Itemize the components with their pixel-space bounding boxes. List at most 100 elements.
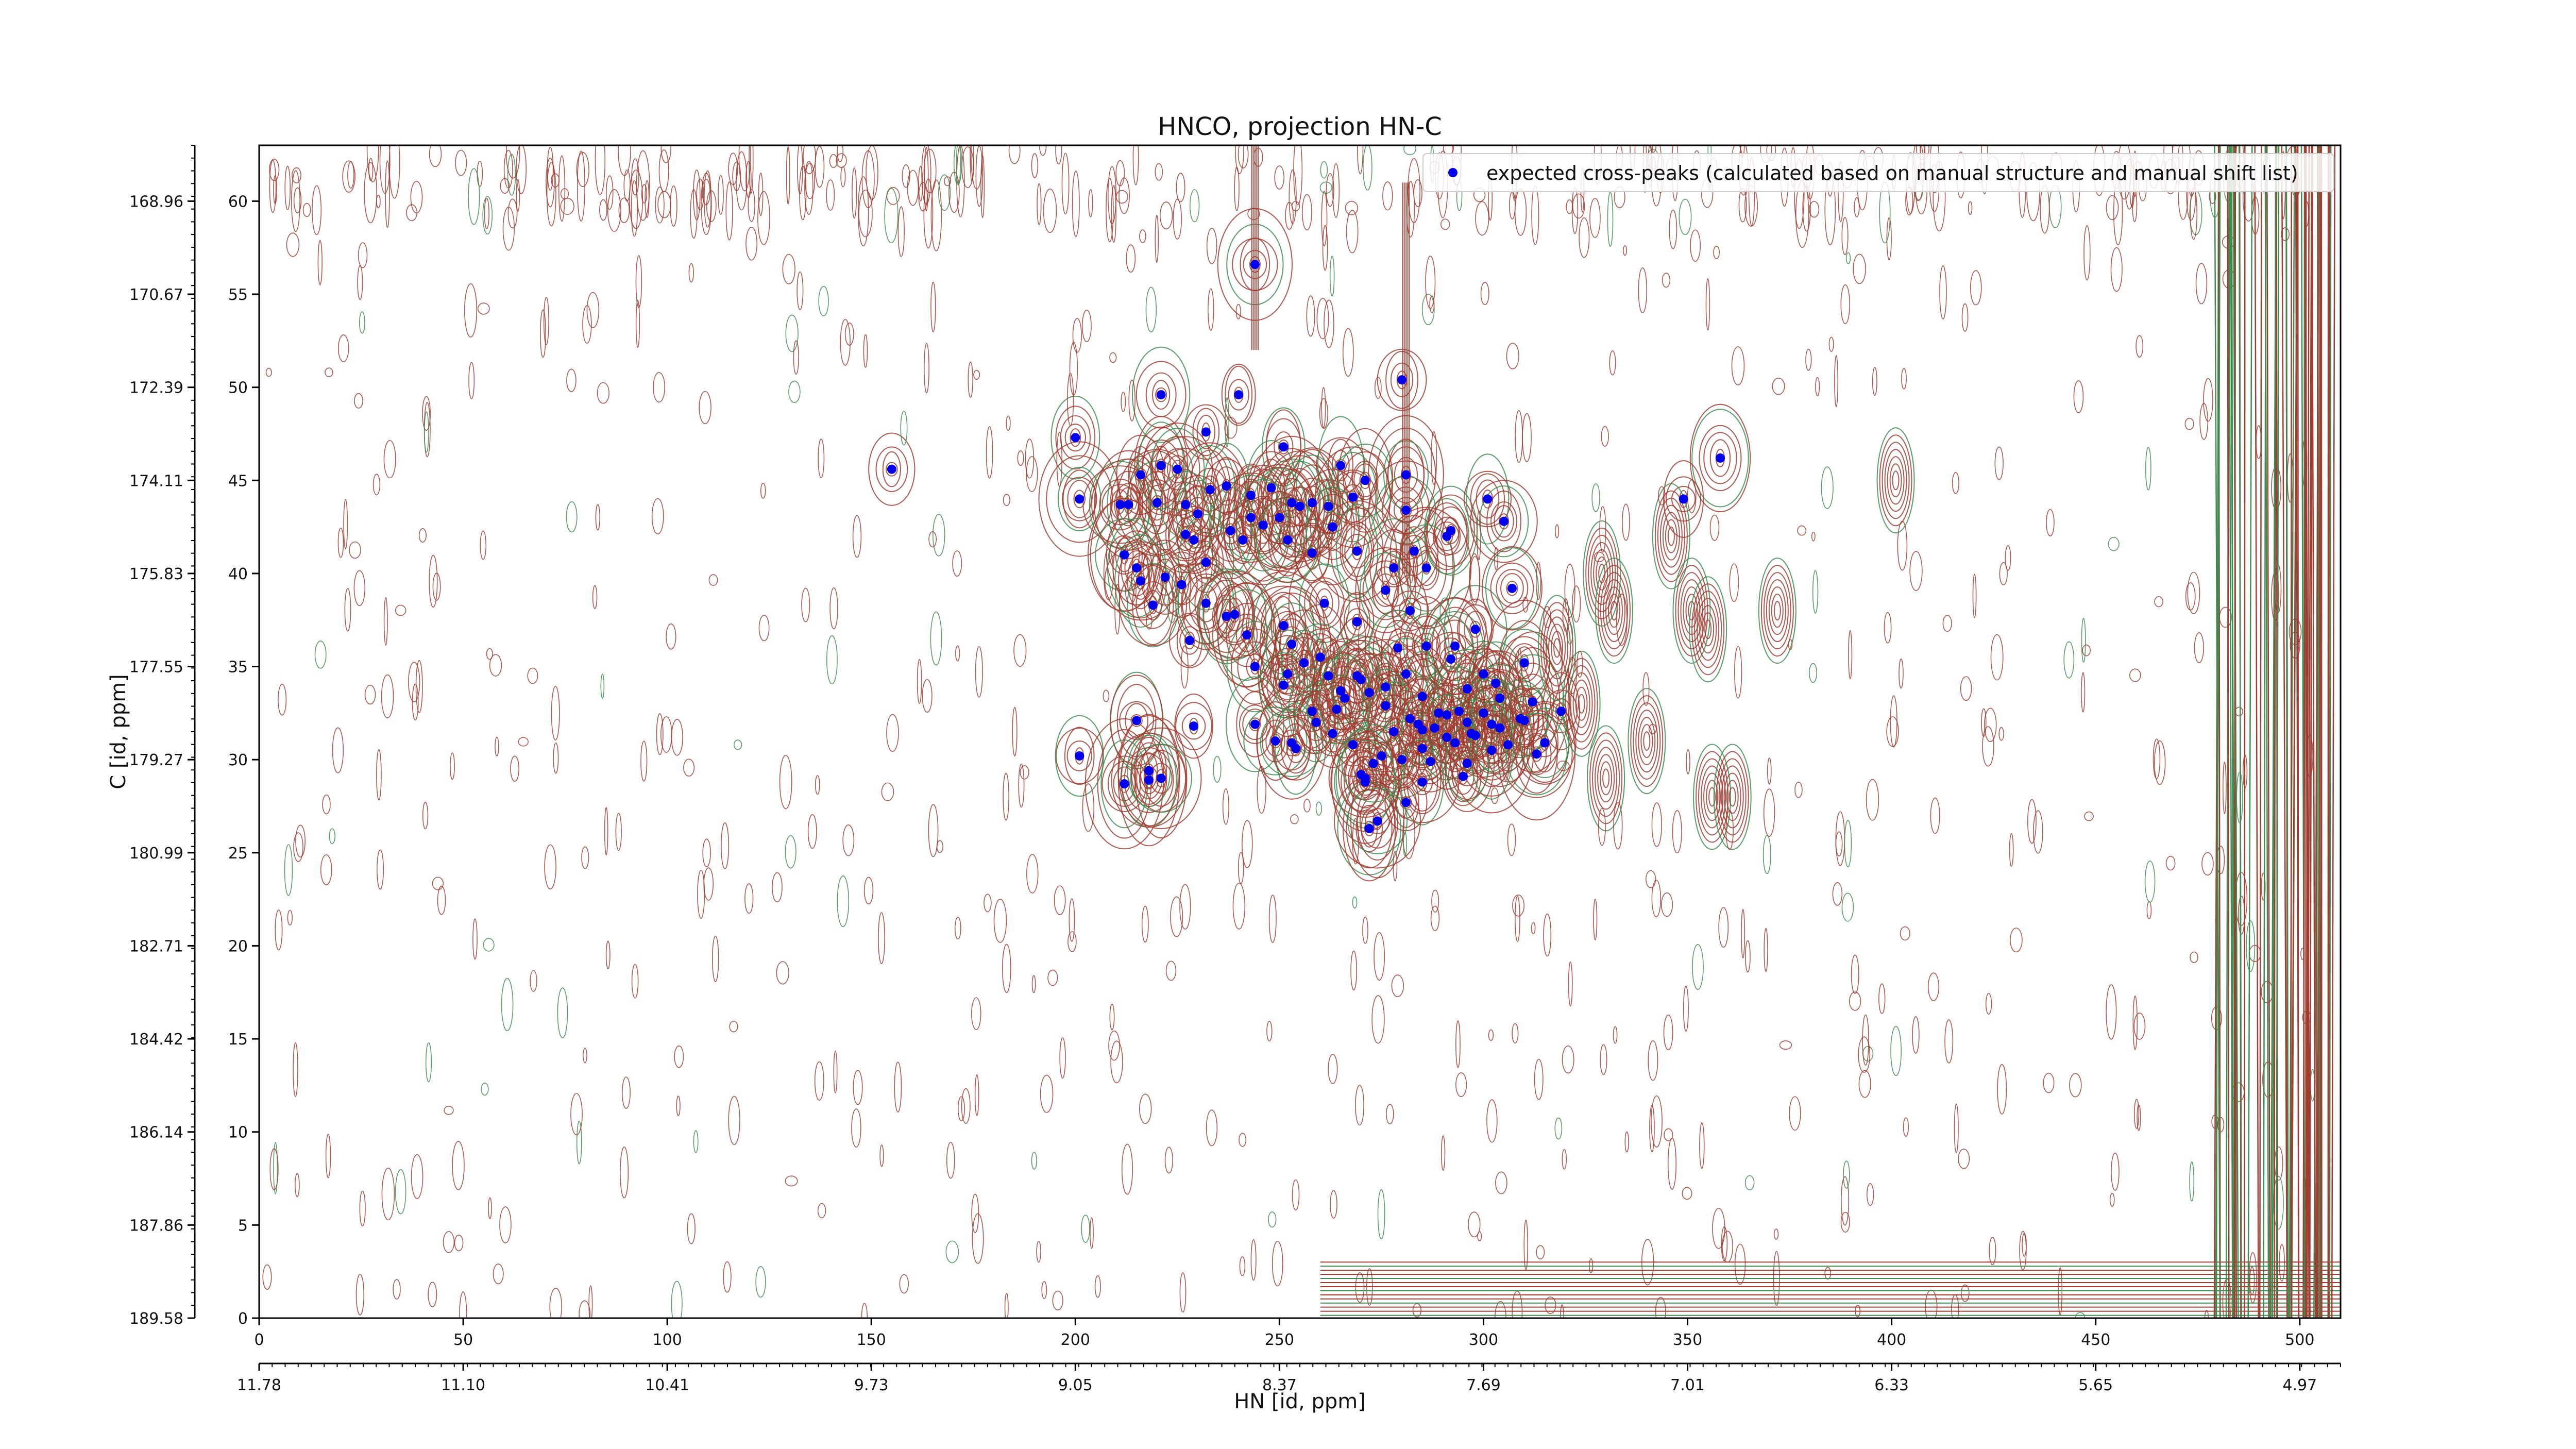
contour-ring <box>547 146 554 191</box>
contour-ring <box>354 393 363 409</box>
contour-ring <box>1236 691 1274 757</box>
contour-ring <box>1359 794 1396 849</box>
contour-ring <box>1555 524 1560 538</box>
contour-ring <box>660 145 671 163</box>
contour-ring <box>1273 606 1295 645</box>
x-tick-label: 0 <box>254 1331 264 1349</box>
contour-ring <box>1597 565 1631 657</box>
expected-peak-point <box>1250 260 1260 269</box>
contour-ring <box>760 482 766 499</box>
contour-ring <box>353 570 366 606</box>
contour-ring <box>1262 458 1321 547</box>
contour-ring <box>429 554 438 608</box>
contour-ring <box>852 167 857 219</box>
contour-ring <box>595 504 601 531</box>
contour-ring <box>1057 466 1101 532</box>
contour-ring <box>2281 227 2290 241</box>
contour-ring <box>1114 584 1121 635</box>
contour-ring <box>785 314 799 352</box>
edge-contour <box>2281 145 2288 1318</box>
y-tick-label: 10 <box>228 1124 248 1142</box>
contour-ring <box>1591 483 1600 512</box>
expected-peak-point <box>1487 746 1497 755</box>
contour-ring <box>1141 905 1149 943</box>
contour-ring <box>745 227 758 261</box>
contour-ring <box>1592 739 1620 817</box>
contour-ring <box>2184 417 2194 430</box>
contour-ring <box>1488 1029 1494 1041</box>
contour-ring <box>657 191 671 218</box>
contour-ring <box>1589 732 1623 824</box>
contour-ring <box>1600 1044 1607 1075</box>
contour-ring <box>1031 975 1036 993</box>
contour-ring <box>284 844 293 896</box>
contour-ring <box>878 912 886 964</box>
contour-ring <box>733 739 742 750</box>
expected-peak-point <box>1377 751 1386 761</box>
contour-ring <box>699 391 711 425</box>
contour-ring <box>1832 882 1843 906</box>
ppm-y-tick-label: 168.96 <box>129 193 183 211</box>
ppm-x-tick-label: 9.73 <box>854 1376 889 1394</box>
contour-ring <box>2187 571 2200 614</box>
expected-peak-point <box>1279 442 1289 452</box>
contour-ring <box>1568 961 1573 1007</box>
expected-peak-point <box>1336 461 1346 470</box>
contour-ring <box>1371 995 1385 1044</box>
contour-ring <box>1316 437 1366 494</box>
contour-ring <box>516 179 520 212</box>
contour-ring <box>1002 943 1011 993</box>
contour-ring <box>428 1282 437 1307</box>
contour-ring <box>971 1193 979 1233</box>
contour-ring <box>749 145 754 194</box>
contour-ring <box>1512 1023 1519 1044</box>
contour-ring <box>1486 1099 1498 1143</box>
contour-ring <box>1208 288 1214 331</box>
legend-marker <box>1448 168 1458 177</box>
contour-ring <box>1760 565 1794 657</box>
expected-peak-point <box>1295 501 1304 511</box>
contour-ring <box>1106 178 1114 243</box>
contour-ring <box>1139 229 1146 243</box>
contour-ring <box>287 909 293 926</box>
contour-ring <box>1421 294 1435 325</box>
contour-ring <box>1689 576 1727 683</box>
contour-ring <box>1884 612 1892 644</box>
contour-ring <box>1052 1290 1063 1310</box>
contour-ring <box>875 446 908 492</box>
contour-ring <box>1026 854 1039 894</box>
contour-ring <box>1109 1003 1115 1031</box>
contour-ring <box>1635 710 1658 773</box>
contour-ring <box>1265 409 1301 485</box>
contour-ring <box>1055 145 1062 164</box>
contour-ring <box>1575 686 1588 721</box>
contour-ring <box>1274 431 1294 463</box>
contour-ring <box>1132 346 1191 443</box>
contour-ring <box>1809 201 1820 218</box>
ppm-y-tick-label: 174.11 <box>129 472 183 490</box>
contour-ring <box>1329 469 1377 525</box>
contour-ring <box>736 151 748 211</box>
contour-ring <box>1178 514 1234 611</box>
contour-ring <box>273 1142 278 1194</box>
edge-contour <box>2276 145 2280 1318</box>
contour-ring <box>1192 408 1220 457</box>
contour-ring <box>1408 158 1420 224</box>
contour-ring <box>758 615 770 642</box>
contour-ring <box>1361 810 1378 848</box>
contour-ring <box>1393 851 1398 882</box>
contour-ring <box>1709 514 1720 541</box>
contour-ring <box>1958 1149 1970 1169</box>
x-tick-label: 150 <box>857 1331 886 1349</box>
contour-ring <box>432 877 444 890</box>
contour-ring <box>1352 896 1358 909</box>
contour-ring <box>1040 1074 1054 1113</box>
contour-ring <box>1878 983 1886 1014</box>
contour-ring <box>1646 870 1656 888</box>
contour-ring <box>1623 245 1628 256</box>
contour-ring <box>1166 469 1205 540</box>
edge-contour <box>2289 145 2295 1318</box>
contour-ring <box>1651 1095 1663 1148</box>
contour-ring <box>1985 992 1992 1015</box>
expected-peak-point <box>1120 550 1129 560</box>
